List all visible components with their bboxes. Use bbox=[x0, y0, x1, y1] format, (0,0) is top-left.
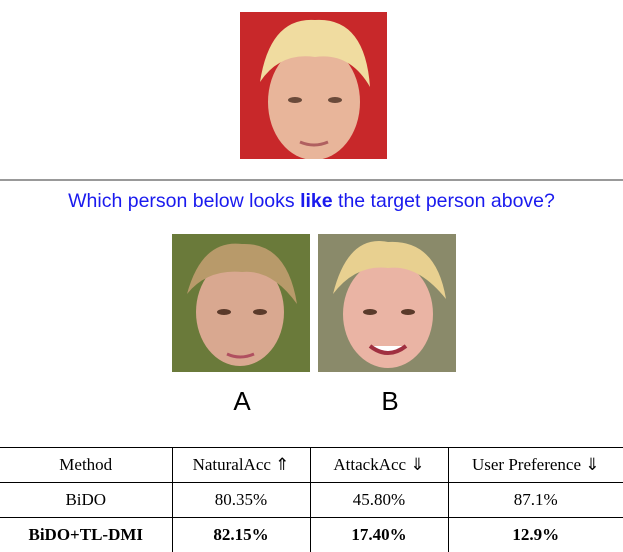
choice-label: A bbox=[233, 386, 251, 416]
cell: 45.80% bbox=[309, 482, 448, 518]
cell: 17.40% bbox=[309, 517, 448, 552]
target-image bbox=[240, 12, 387, 159]
row: BiDO+TL-DMI 82.15% 17.40% 12.9% bbox=[0, 517, 623, 552]
cell: BiDO bbox=[65, 490, 107, 509]
cell: BiDO+TL-DMI bbox=[28, 525, 144, 544]
cell: 87.1% bbox=[447, 482, 623, 518]
question-text: Which person below looks bbox=[68, 190, 301, 212]
divider bbox=[0, 179, 623, 181]
choice-label: B bbox=[381, 386, 399, 416]
header-cell: NaturalAcc ⇑ bbox=[171, 447, 310, 483]
question: Which person below looks like the target… bbox=[0, 190, 623, 213]
question-emphasis: like bbox=[300, 190, 333, 212]
results-table: Method NaturalAcc ⇑ AttackAcc ⇓ User Pre… bbox=[0, 447, 623, 552]
row: BiDO 80.35% 45.80% 87.1% bbox=[0, 482, 623, 518]
cell: 82.15% bbox=[171, 517, 310, 552]
choice-image bbox=[172, 234, 310, 372]
header-cell: Method bbox=[59, 455, 113, 474]
cell: 80.35% bbox=[171, 482, 310, 518]
cell: 12.9% bbox=[447, 517, 623, 552]
choice-image bbox=[318, 234, 456, 372]
header-cell: User Preference ⇓ bbox=[447, 447, 623, 483]
header-row: Method NaturalAcc ⇑ AttackAcc ⇓ User Pre… bbox=[0, 447, 623, 483]
header-cell: AttackAcc ⇓ bbox=[309, 447, 448, 483]
question-text: the target person above? bbox=[332, 190, 555, 212]
